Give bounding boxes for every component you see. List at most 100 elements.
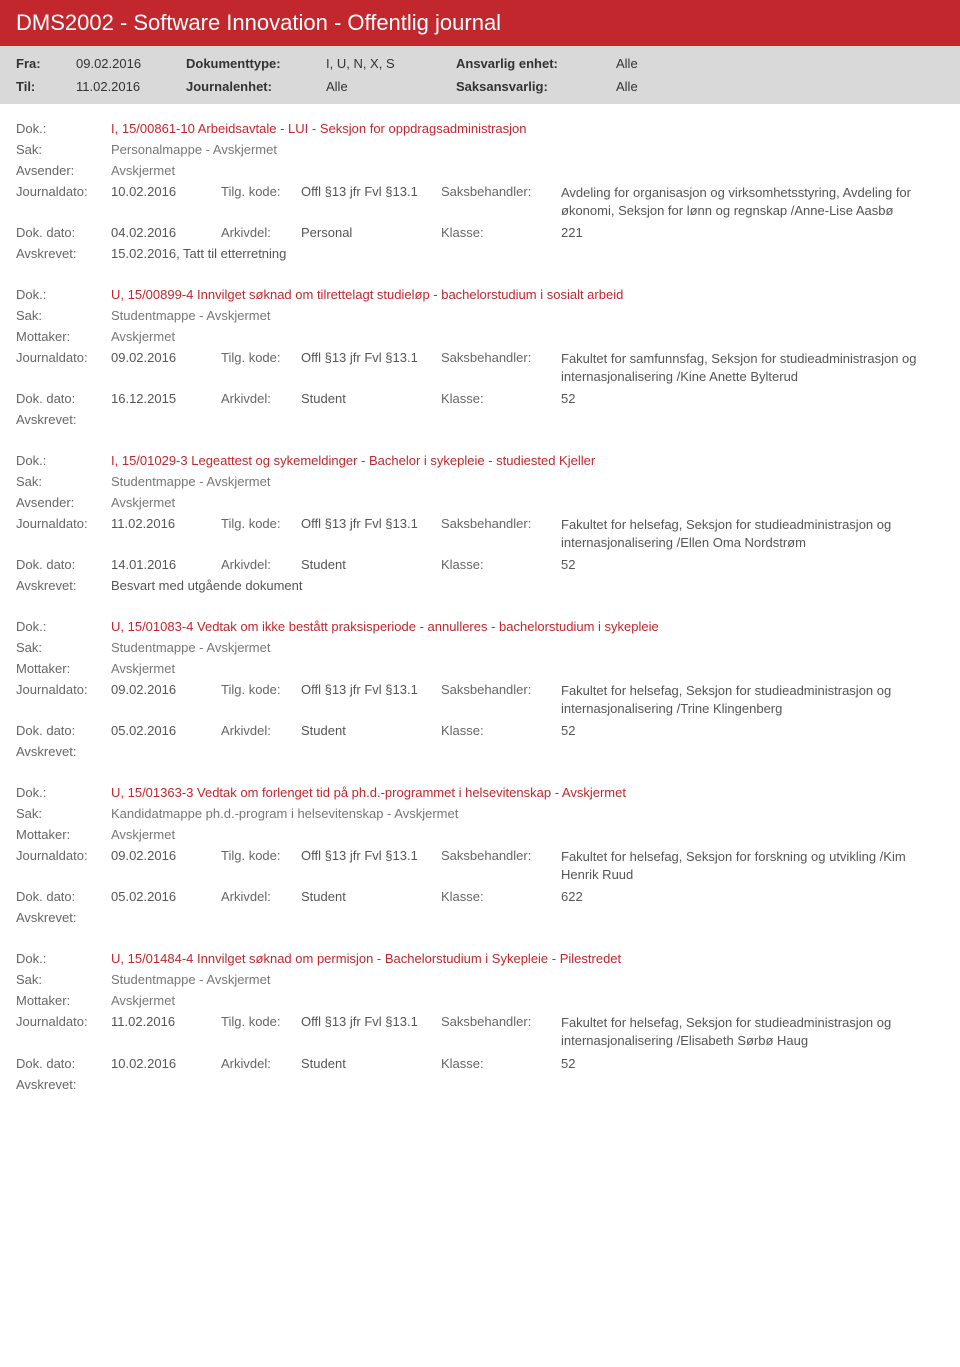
dok-value: I, 15/01029-3 Legeattest og sykemeldinge… xyxy=(111,453,944,468)
klasse-label: Klasse: xyxy=(441,557,561,572)
dokdato-label: Dok. dato: xyxy=(16,391,111,406)
avskrevet-label: Avskrevet: xyxy=(16,578,111,593)
dokdato-value: 14.01.2016 xyxy=(111,557,221,572)
party-label: Mottaker: xyxy=(16,993,111,1008)
klasse-label: Klasse: xyxy=(441,1056,561,1071)
arkivdel-value: Personal xyxy=(301,225,441,240)
sak-label: Sak: xyxy=(16,142,111,157)
saksbehandler-value: Fakultet for helsefag, Seksjon for studi… xyxy=(561,516,944,551)
saksbehandler-label: Saksbehandler: xyxy=(441,848,561,863)
doktype-value: I, U, N, X, S xyxy=(326,56,456,71)
saksbehandler-label: Saksbehandler: xyxy=(441,184,561,199)
arkivdel-label: Arkivdel: xyxy=(221,889,301,904)
tilgkode-label: Tilg. kode: xyxy=(221,682,301,697)
party-label: Mottaker: xyxy=(16,827,111,842)
arkivdel-label: Arkivdel: xyxy=(221,723,301,738)
sak-label: Sak: xyxy=(16,806,111,821)
journaldato-label: Journaldato: xyxy=(16,516,111,531)
klasse-value: 52 xyxy=(561,557,944,572)
dok-value: U, 15/01363-3 Vedtak om forlenget tid på… xyxy=(111,785,944,800)
saksbehandler-value: Fakultet for samfunnsfag, Seksjon for st… xyxy=(561,350,944,385)
arkivdel-label: Arkivdel: xyxy=(221,391,301,406)
offl-value: Offl §13 jfr Fvl §13.1 xyxy=(301,848,441,863)
party-value: Avskjermet xyxy=(111,827,944,842)
klasse-label: Klasse: xyxy=(441,723,561,738)
dok-value: U, 15/01083-4 Vedtak om ikke bestått pra… xyxy=(111,619,944,634)
party-value: Avskjermet xyxy=(111,495,944,510)
journaldato-value: 09.02.2016 xyxy=(111,848,221,863)
journaldato-value: 10.02.2016 xyxy=(111,184,221,199)
dokdato-label: Dok. dato: xyxy=(16,1056,111,1071)
journaldato-label: Journaldato: xyxy=(16,682,111,697)
arkivdel-label: Arkivdel: xyxy=(221,225,301,240)
sak-value: Studentmappe - Avskjermet xyxy=(111,972,944,987)
avskrevet-label: Avskrevet: xyxy=(16,910,111,925)
arkivdel-label: Arkivdel: xyxy=(221,1056,301,1071)
dok-value: U, 15/00899-4 Innvilget søknad om tilret… xyxy=(111,287,944,302)
til-value: 11.02.2016 xyxy=(76,79,186,94)
arkivdel-value: Student xyxy=(301,723,441,738)
avskrevet-label: Avskrevet: xyxy=(16,1077,111,1092)
journalenhet-label: Journalenhet: xyxy=(186,79,326,94)
saksansvarlig-value: Alle xyxy=(616,79,766,94)
offl-value: Offl §13 jfr Fvl §13.1 xyxy=(301,682,441,697)
dok-label: Dok.: xyxy=(16,785,111,800)
saksbehandler-value: Avdeling for organisasjon og virksomhets… xyxy=(561,184,944,219)
dokdato-value: 05.02.2016 xyxy=(111,889,221,904)
tilgkode-label: Tilg. kode: xyxy=(221,184,301,199)
party-label: Mottaker: xyxy=(16,661,111,676)
offl-value: Offl §13 jfr Fvl §13.1 xyxy=(301,516,441,531)
dok-label: Dok.: xyxy=(16,121,111,136)
journal-entry: Dok.: U, 15/01083-4 Vedtak om ikke bestå… xyxy=(16,602,944,768)
sak-value: Studentmappe - Avskjermet xyxy=(111,474,944,489)
party-label: Avsender: xyxy=(16,163,111,178)
dokdato-value: 05.02.2016 xyxy=(111,723,221,738)
klasse-value: 52 xyxy=(561,1056,944,1071)
journaldato-label: Journaldato: xyxy=(16,350,111,365)
dok-value: U, 15/01484-4 Innvilget søknad om permis… xyxy=(111,951,944,966)
klasse-value: 52 xyxy=(561,391,944,406)
dok-value: I, 15/00861-10 Arbeidsavtale - LUI - Sek… xyxy=(111,121,944,136)
fra-label: Fra: xyxy=(16,56,76,71)
saksbehandler-label: Saksbehandler: xyxy=(441,682,561,697)
tilgkode-label: Tilg. kode: xyxy=(221,1014,301,1029)
dokdato-value: 04.02.2016 xyxy=(111,225,221,240)
arkivdel-label: Arkivdel: xyxy=(221,557,301,572)
dokdato-label: Dok. dato: xyxy=(16,723,111,738)
dokdato-label: Dok. dato: xyxy=(16,225,111,240)
avskrevet-label: Avskrevet: xyxy=(16,246,111,261)
dokdato-value: 10.02.2016 xyxy=(111,1056,221,1071)
journaldato-value: 09.02.2016 xyxy=(111,682,221,697)
journaldato-label: Journaldato: xyxy=(16,848,111,863)
arkivdel-value: Student xyxy=(301,557,441,572)
avskrevet-value: 15.02.2016, Tatt til etterretning xyxy=(111,246,944,261)
offl-value: Offl §13 jfr Fvl §13.1 xyxy=(301,350,441,365)
sak-label: Sak: xyxy=(16,972,111,987)
journal-entry: Dok.: I, 15/01029-3 Legeattest og sykeme… xyxy=(16,436,944,602)
doktype-label: Dokumenttype: xyxy=(186,56,326,71)
dok-label: Dok.: xyxy=(16,951,111,966)
saksbehandler-value: Fakultet for helsefag, Seksjon for forsk… xyxy=(561,848,944,883)
klasse-label: Klasse: xyxy=(441,391,561,406)
journal-entry: Dok.: U, 15/00899-4 Innvilget søknad om … xyxy=(16,270,944,436)
party-label: Avsender: xyxy=(16,495,111,510)
dokdato-label: Dok. dato: xyxy=(16,889,111,904)
arkivdel-value: Student xyxy=(301,889,441,904)
tilgkode-label: Tilg. kode: xyxy=(221,350,301,365)
journaldato-label: Journaldato: xyxy=(16,1014,111,1029)
klasse-label: Klasse: xyxy=(441,889,561,904)
klasse-value: 622 xyxy=(561,889,944,904)
arkivdel-value: Student xyxy=(301,391,441,406)
journaldato-value: 11.02.2016 xyxy=(111,1014,221,1029)
journaldato-label: Journaldato: xyxy=(16,184,111,199)
party-value: Avskjermet xyxy=(111,661,944,676)
dokdato-value: 16.12.2015 xyxy=(111,391,221,406)
klasse-label: Klasse: xyxy=(441,225,561,240)
page-title: DMS2002 - Software Innovation - Offentli… xyxy=(0,0,960,46)
ansvarlig-value: Alle xyxy=(616,56,766,71)
tilgkode-label: Tilg. kode: xyxy=(221,848,301,863)
party-value: Avskjermet xyxy=(111,329,944,344)
arkivdel-value: Student xyxy=(301,1056,441,1071)
til-label: Til: xyxy=(16,79,76,94)
journaldato-value: 09.02.2016 xyxy=(111,350,221,365)
